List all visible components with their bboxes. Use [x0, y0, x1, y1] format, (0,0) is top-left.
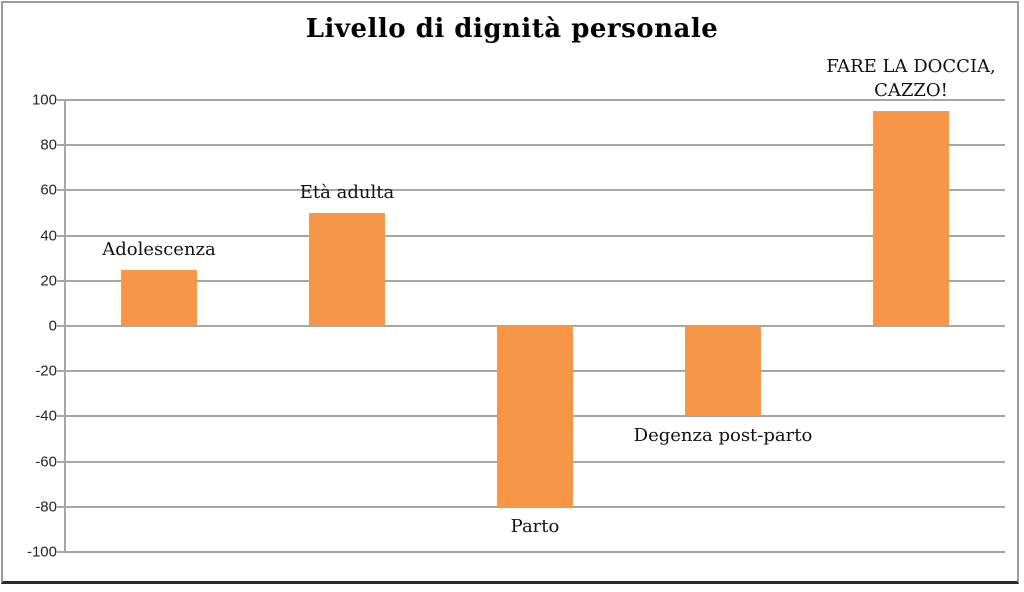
y-tick-label-40: 40	[40, 227, 57, 245]
bar-1	[309, 213, 385, 326]
y-tick-mark	[57, 99, 65, 101]
gridline--80	[65, 505, 1005, 508]
y-tick-label-60: 60	[40, 181, 57, 199]
y-tick-label--20: -20	[35, 362, 57, 380]
y-tick-mark	[57, 279, 65, 282]
bar-0	[121, 269, 197, 326]
y-tick-label-100: 100	[31, 91, 57, 109]
y-tick-mark	[57, 325, 65, 327]
gridline-20	[65, 279, 1005, 282]
gridline--100	[65, 551, 1005, 553]
y-tick-label--100: -100	[26, 543, 57, 561]
y-tick-label--40: -40	[35, 407, 57, 425]
plot-area: 100 80 60 40 20 0 -20 -40 -60 -80 -100 Adolescenza E…	[27, 56, 1005, 561]
chart-title: Livello di dignità personale	[305, 14, 719, 44]
y-tick-label-20: 20	[40, 272, 57, 290]
bar-2	[497, 326, 573, 507]
y-tick-mark	[57, 415, 65, 418]
category-label-2: Parto	[510, 515, 560, 537]
y-tick-label-0: 0	[48, 317, 57, 335]
bar-4	[873, 111, 949, 326]
category-label-0: Adolescenza	[102, 238, 216, 260]
y-tick-mark	[57, 505, 65, 508]
gridline-80	[65, 144, 1005, 147]
gridline-40	[65, 234, 1005, 237]
gridline-60	[65, 189, 1005, 192]
y-tick-mark	[57, 234, 65, 237]
y-tick-label-80: 80	[40, 136, 57, 154]
y-tick-mark	[57, 144, 65, 147]
bar-3	[685, 326, 761, 417]
category-label-4: FARE LA DOCCIA, CAZZO!	[826, 56, 996, 102]
category-label-3: Degenza post-parto	[633, 425, 813, 447]
y-tick-mark	[57, 460, 65, 463]
category-label-1: Età adulta	[299, 182, 395, 203]
y-tick-label--80: -80	[35, 498, 57, 516]
y-tick-mark	[57, 370, 65, 373]
gridline-100	[65, 99, 1005, 101]
y-tick-mark	[57, 189, 65, 192]
y-tick-label--60: -60	[35, 453, 57, 471]
y-tick-mark	[57, 551, 65, 553]
